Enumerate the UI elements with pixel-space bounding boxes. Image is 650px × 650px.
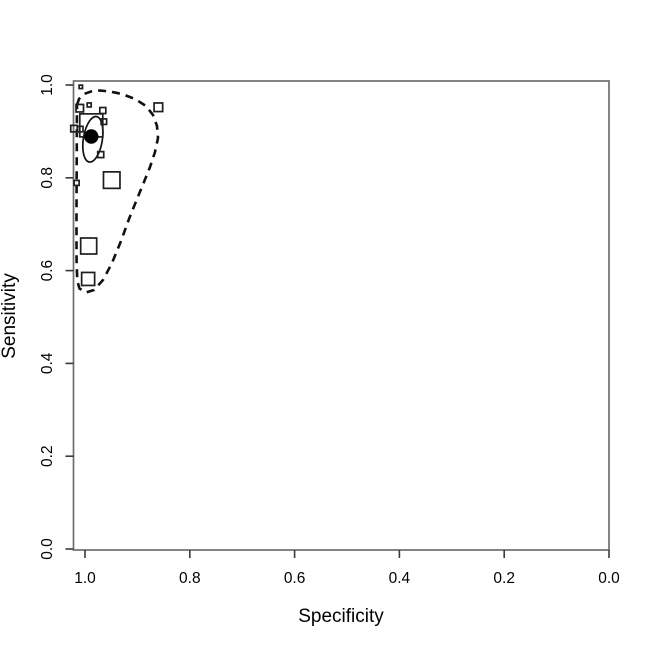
y-axis-ticks: 1.0 0.8 0.6 0.4 0.2 0.0 xyxy=(39,74,74,560)
study-square xyxy=(76,125,84,133)
x-tick-label: 0.8 xyxy=(179,570,201,587)
summary-point-dot xyxy=(84,129,99,144)
y-tick-label: 0.6 xyxy=(39,260,56,282)
x-axis-ticks: 1.0 0.8 0.6 0.4 0.2 0.0 xyxy=(74,550,620,587)
prediction-region xyxy=(75,89,160,294)
study-square xyxy=(73,179,80,187)
plot-box xyxy=(72,80,610,551)
confidence-ellipse-outline xyxy=(81,115,104,163)
x-tick-label: 0.6 xyxy=(284,570,306,587)
x-tick-label: 0.0 xyxy=(598,570,620,587)
study-square xyxy=(98,106,107,115)
prediction-region-outline xyxy=(75,89,160,294)
y-tick-label: 0.8 xyxy=(39,167,56,189)
y-tick-label: 0.0 xyxy=(39,538,56,560)
study-square xyxy=(80,271,96,287)
x-tick-label: 0.4 xyxy=(389,570,411,587)
x-tick-label: 0.2 xyxy=(493,570,515,587)
study-markers xyxy=(69,84,164,287)
study-square xyxy=(102,171,121,190)
study-square xyxy=(100,118,108,126)
study-square xyxy=(153,102,164,113)
study-square xyxy=(75,103,85,113)
summary-point xyxy=(84,129,99,144)
study-square xyxy=(79,237,98,255)
y-tick-label: 0.2 xyxy=(39,445,56,467)
study-square xyxy=(86,102,93,108)
y-tick-label: 0.4 xyxy=(39,352,56,374)
study-square xyxy=(78,84,84,90)
study-square xyxy=(96,150,105,159)
y-axis-title: Sensitivity xyxy=(0,273,20,359)
x-tick-label: 1.0 xyxy=(74,570,96,587)
x-axis-title: Specificity xyxy=(298,606,384,627)
confidence-ellipse xyxy=(81,115,104,163)
y-tick-label: 1.0 xyxy=(39,74,56,96)
